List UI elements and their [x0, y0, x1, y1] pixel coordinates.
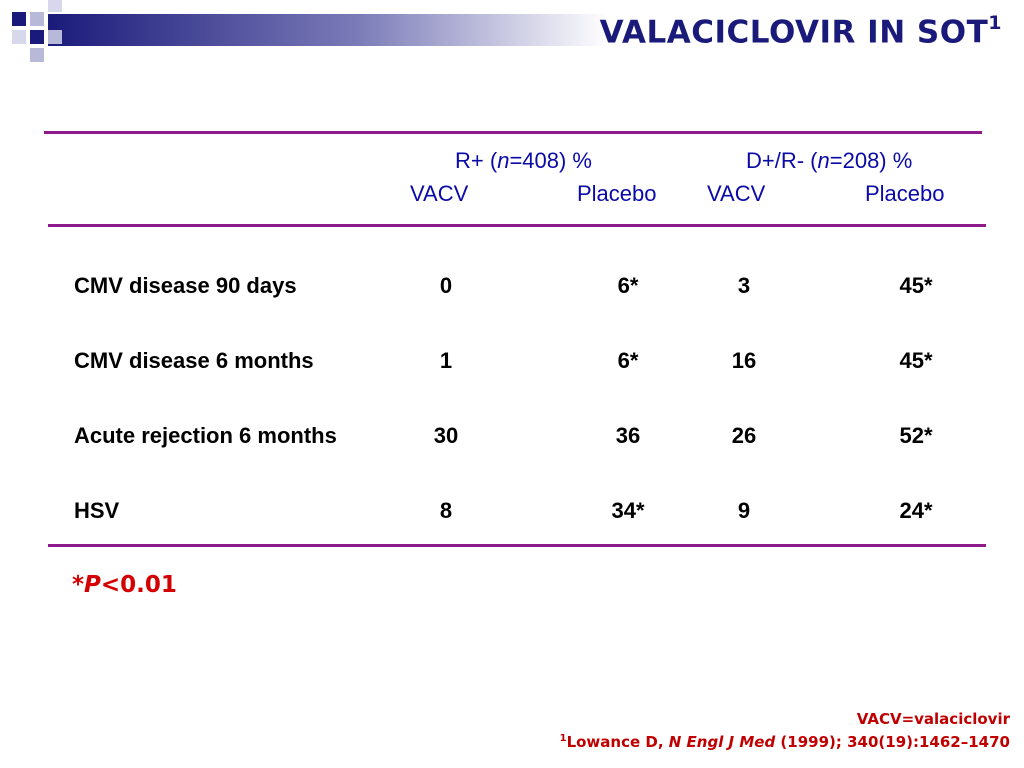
title-superscript: 1: [988, 12, 1002, 34]
decor-square: [30, 30, 44, 44]
abbreviation-footnote: VACV=valaciclovir: [856, 710, 1010, 728]
bottom-rule: [48, 544, 986, 547]
reference-details: (1999); 340(19):1462–1470: [775, 733, 1010, 751]
table-cell: 52*: [899, 423, 933, 448]
table-cell: 6*: [617, 273, 639, 298]
slide-title: VALACICLOVIR IN SOT1: [599, 12, 1002, 51]
significance-star: *: [72, 572, 85, 598]
group-header-r-plus: R+ (n=408) %: [455, 148, 592, 174]
decor-square: [30, 48, 44, 62]
table-cell: 1: [439, 348, 453, 373]
reference-author: Lowance D,: [566, 733, 669, 751]
row-label: CMV disease 90 days: [74, 273, 297, 298]
table-cell: 9: [737, 498, 751, 523]
row-label: HSV: [74, 498, 120, 523]
decor-square: [12, 30, 26, 44]
group1-n: n: [497, 148, 510, 173]
row-label: CMV disease 6 months: [74, 348, 314, 373]
group1-suffix: =408) %: [509, 148, 592, 173]
decor-square: [48, 30, 62, 44]
significance-note: *P<0.01: [72, 572, 177, 598]
table-cell: 30: [433, 423, 459, 448]
table-cell: 36: [615, 423, 641, 448]
reference-footnote: 1Lowance D, N Engl J Med (1999); 340(19)…: [560, 733, 1010, 751]
table-cell: 34*: [611, 498, 645, 523]
group2-n: n: [817, 148, 830, 173]
table-cell: 45*: [899, 348, 933, 373]
reference-journal: N Engl J Med: [668, 733, 776, 751]
column-header: Placebo: [865, 181, 945, 206]
table-cell: 8: [439, 498, 453, 523]
significance-p: P: [84, 572, 101, 598]
gradient-bar: [48, 14, 608, 46]
group-header-d-plus-r-minus: D+/R- (n=208) %: [746, 148, 912, 174]
table-cell: 26: [731, 423, 757, 448]
title-text: VALACICLOVIR IN SOT: [599, 14, 989, 51]
header-rule: [48, 224, 986, 227]
table-cell: 24*: [899, 498, 933, 523]
decor-square: [12, 12, 26, 26]
table-cell: 0: [439, 273, 453, 298]
column-header: Placebo: [577, 181, 657, 206]
top-rule: [44, 131, 982, 134]
table-cell: 6*: [617, 348, 639, 373]
column-header: VACV: [410, 181, 469, 206]
column-header: VACV: [707, 181, 766, 206]
decor-square: [48, 0, 62, 12]
significance-threshold: <0.01: [100, 572, 177, 598]
decor-square: [30, 12, 44, 26]
table-cell: 45*: [899, 273, 933, 298]
group2-suffix: =208) %: [829, 148, 913, 173]
table-cell: 16: [731, 348, 757, 373]
group2-prefix: D+/R- (: [746, 148, 818, 173]
row-label: Acute rejection 6 months: [74, 423, 337, 448]
table-cell: 3: [737, 273, 751, 298]
reference-marker: 1: [559, 733, 567, 744]
decorative-header-bar: [12, 0, 608, 62]
group1-prefix: R+ (: [455, 148, 498, 173]
